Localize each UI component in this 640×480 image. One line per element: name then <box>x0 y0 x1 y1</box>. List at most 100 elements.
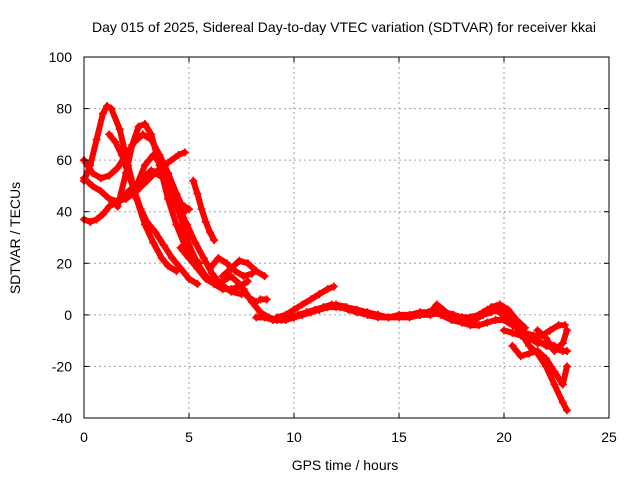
series-trace <box>114 121 203 267</box>
data-point-marker <box>462 318 471 327</box>
data-point-marker <box>199 254 208 263</box>
data-point-marker <box>508 341 517 350</box>
series-arc-15 <box>256 295 271 304</box>
data-point-marker <box>550 367 559 376</box>
x-tick-label: 25 <box>601 429 617 445</box>
data-point-marker <box>140 161 149 170</box>
data-point-marker <box>525 349 534 358</box>
data-point-marker <box>470 313 479 322</box>
data-point-marker <box>243 259 252 268</box>
y-tick-label: 80 <box>56 101 72 117</box>
axis-ticks: 0 5 10 15 20 25 -40 -20 0 20 40 60 80 100 <box>49 49 617 445</box>
series-trace <box>190 177 218 244</box>
data-point-marker <box>105 171 114 180</box>
data-point-marker <box>260 272 269 281</box>
data-point-marker <box>546 326 555 335</box>
data-point-marker <box>105 130 114 139</box>
data-point-marker <box>122 194 130 203</box>
data-point-marker <box>260 313 269 322</box>
data-point-marker <box>174 150 183 159</box>
data-point-marker <box>193 189 202 198</box>
data-point-marker <box>491 316 500 325</box>
data-point-marker <box>214 254 223 263</box>
data-point-marker <box>563 326 571 335</box>
data-point-marker <box>298 300 307 309</box>
y-tick-label: 20 <box>56 255 72 271</box>
data-point-marker <box>252 313 261 322</box>
data-point-marker <box>176 264 185 273</box>
data-point-marker <box>210 279 219 288</box>
data-point-marker <box>235 256 244 265</box>
data-point-marker <box>516 352 525 361</box>
data-point-marker <box>185 241 193 250</box>
data-point-marker <box>306 295 315 304</box>
data-point-marker <box>172 220 181 229</box>
series-arc-6 <box>113 120 204 268</box>
data-point-marker <box>176 212 185 221</box>
series-trace <box>274 283 337 321</box>
data-point-marker <box>115 125 124 134</box>
data-point-marker <box>483 318 492 327</box>
data-point-marker <box>180 148 189 157</box>
series-arc-16 <box>273 282 338 322</box>
data-point-marker <box>149 238 158 247</box>
data-point-marker <box>405 310 414 319</box>
data-point-marker <box>111 138 120 147</box>
data-point-marker <box>239 285 248 294</box>
data-point-marker <box>140 120 149 129</box>
data-point-marker <box>201 218 210 227</box>
data-point-marker <box>525 341 534 350</box>
data-point-marker <box>487 305 496 314</box>
data-point-marker <box>432 300 441 309</box>
data-point-marker <box>136 205 145 214</box>
data-point-marker <box>550 346 559 355</box>
data-point-marker <box>157 161 166 170</box>
data-point-marker <box>193 279 202 288</box>
series-trace <box>81 149 188 205</box>
data-point-marker <box>164 194 172 203</box>
data-point-marker <box>329 282 338 291</box>
data-point-marker <box>252 267 261 276</box>
data-point-marker <box>332 303 340 312</box>
data-point-marker <box>159 241 168 250</box>
data-point-marker <box>128 140 137 149</box>
data-point-marker <box>159 174 168 183</box>
data-point-marker <box>130 187 139 196</box>
data-point-marker <box>560 321 569 330</box>
data-point-marker <box>558 380 567 389</box>
data-point-marker <box>143 218 151 227</box>
data-point-marker <box>134 122 143 131</box>
grid-lines <box>84 57 609 418</box>
data-point-marker <box>185 274 193 283</box>
data-point-marker <box>210 236 219 245</box>
data-point-marker <box>96 187 105 196</box>
data-point-marker <box>384 313 393 322</box>
data-point-marker <box>103 101 112 110</box>
data-point-marker <box>439 305 448 314</box>
data-point-marker <box>218 272 227 281</box>
data-point-marker <box>516 331 525 340</box>
data-point-marker <box>164 158 172 167</box>
data-point-marker <box>208 269 217 278</box>
series-trace <box>219 257 268 280</box>
data-point-marker <box>474 321 483 330</box>
data-point-marker <box>449 313 458 322</box>
data-point-marker <box>117 150 126 159</box>
data-point-marker <box>374 310 382 319</box>
data-point-marker <box>151 169 160 178</box>
data-point-marker <box>504 305 513 314</box>
data-point-marker <box>395 310 403 319</box>
data-point-marker <box>113 202 122 211</box>
data-point-marker <box>113 163 122 172</box>
y-axis-title: SDTVAR / TECUs <box>7 182 23 294</box>
data-point-marker <box>191 238 200 247</box>
data-point-marker <box>218 285 227 294</box>
data-point-marker <box>273 313 282 322</box>
data-point-marker <box>86 218 95 227</box>
data-point-marker <box>96 174 105 183</box>
x-tick-label: 20 <box>496 429 512 445</box>
data-point-marker <box>227 272 235 281</box>
data-point-marker <box>290 313 298 322</box>
data-point-marker <box>365 310 374 319</box>
